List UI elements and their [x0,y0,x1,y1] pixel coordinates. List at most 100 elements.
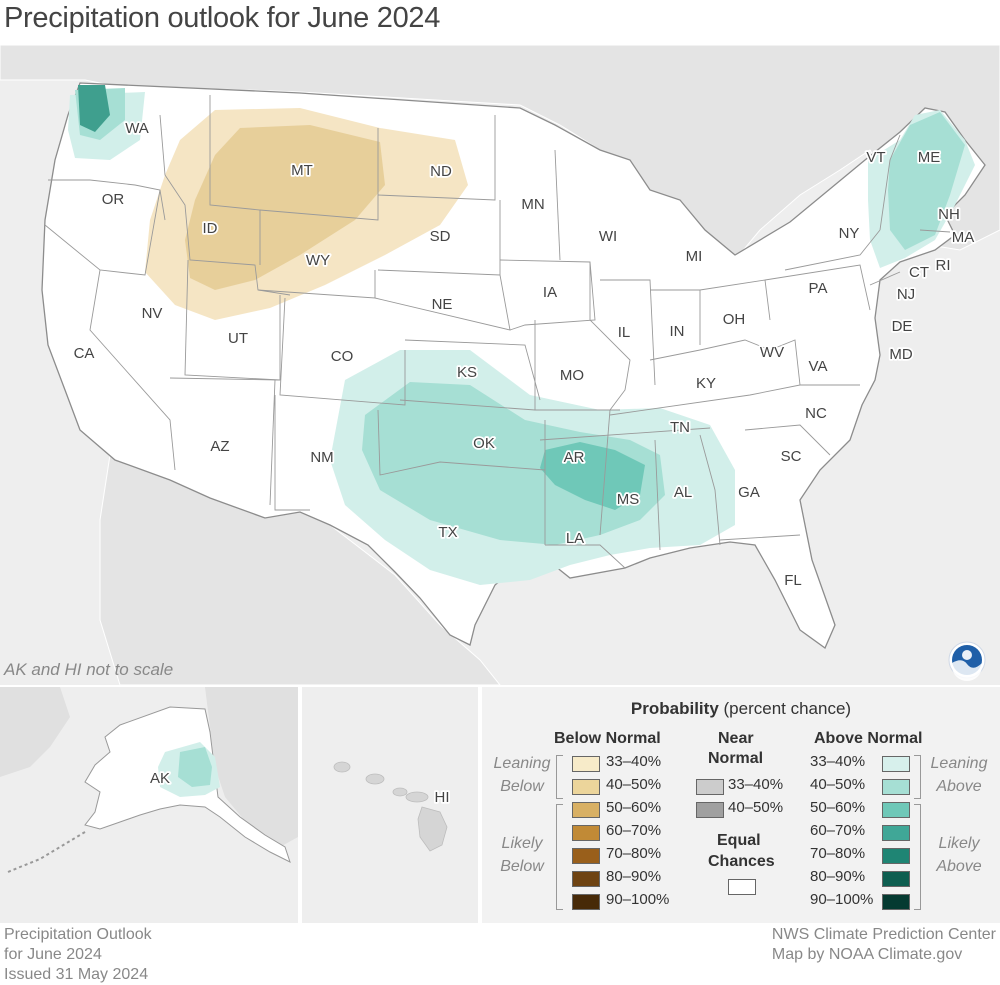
alaska-label: AK [150,770,170,787]
hawaii-islands [333,761,448,852]
state-label: MD [889,346,912,363]
footer-right-line1: NWS Climate Prediction Center [771,926,996,943]
state-label: IL [618,324,631,341]
state-label: VA [809,358,828,375]
below-normal-40-50 [185,125,385,290]
below-normal-range-label: 90–100% [606,891,670,908]
state-label: CT [909,264,929,281]
state-label: NM [310,449,333,466]
above-normal-ne-40-50 [888,112,965,250]
state-label: PA [809,280,828,297]
above-normal-range-label: 40–50% [810,776,866,793]
state-label: NH [938,206,960,223]
state-label: NV [142,305,163,322]
state-label: NE [432,296,453,313]
equal-chances-line1: Equal [717,832,761,849]
state-label: MT [291,162,313,179]
leaning-below-bracket [556,755,563,799]
above-normal-heading: Above Normal [814,730,923,747]
state-label: OH [723,311,746,328]
leaning-above-bracket [914,755,921,799]
above-normal-range-label: 50–60% [810,799,866,816]
state-label: FL [784,572,802,589]
state-label: WI [599,228,617,245]
state-label: AZ [210,438,229,455]
state-label: WY [306,252,330,269]
near-normal-range-label: 33–40% [728,776,784,793]
state-label: TX [438,524,457,541]
likely-above-label: Likely Above [936,835,982,875]
aleutian-islands [7,831,86,873]
below-normal-swatch [572,825,600,841]
likely-above-bracket [914,804,921,910]
state-label: GA [738,484,760,501]
state-labels: WA OR ID MT ND SD WY MN WI MI NV CA UT A… [72,118,976,591]
state-label: WA [125,120,149,137]
below-normal-range-label: 40–50% [606,776,662,793]
state-label: DE [892,318,913,335]
near-normal-swatch [696,802,724,818]
below-normal-range-label: 80–90% [606,868,662,885]
below-normal-swatch [572,894,600,910]
alaska-inset[interactable]: AK [0,687,298,923]
conus-map[interactable]: WA OR ID MT ND SD WY MN WI MI NV CA UT A… [0,45,1000,685]
state-label: KY [696,375,716,392]
footer-right: NWS Climate Prediction Center Map by NOA… [772,925,996,965]
legend: Probability (percent chance) Below Norma… [482,687,1000,923]
below-normal-heading: Below Normal [554,730,661,747]
above-normal-swatch [882,871,910,887]
footer-right-line2: Map by NOAA Climate.gov [771,946,963,963]
canada-yukon-land [205,687,298,847]
alaska-above-normal-40-50 [178,747,212,787]
above-normal-south-40-50 [362,382,665,545]
footer-left-line1: Precipitation Outlook [4,926,152,943]
legend-title-bold: Probability [630,699,719,718]
likely-below-label: Likely Below [500,835,544,875]
above-normal-range-label: 80–90% [810,868,866,885]
above-normal-swatch [882,756,910,772]
above-normal-swatch [882,802,910,818]
state-label: UT [228,330,248,347]
below-normal-swatch [572,779,600,795]
state-label: LA [566,530,584,547]
hawaii-inset[interactable]: HI [302,687,478,923]
scale-note: AK and HI not to scale [4,660,174,679]
below-normal-swatch [572,756,600,772]
legend-title: Probability (percent chance) [482,699,1000,719]
state-label: IN [670,323,685,340]
state-label: CO [331,348,354,365]
state-label: ME [918,149,941,166]
near-normal-range-label: 40–50% [728,799,784,816]
below-normal-range-label: 33–40% [606,753,662,770]
footer-left: Precipitation Outlook for June 2024 Issu… [4,925,152,985]
equal-chances-line2: Chances [708,853,775,870]
conus-map-svg: WA OR ID MT ND SD WY MN WI MI NV CA UT A… [0,45,1000,685]
state-label: RI [936,257,951,274]
footer-left-line3: Issued 31 May 2024 [4,966,149,983]
near-normal-heading-2: Normal [708,750,764,767]
footer-left-line2: for June 2024 [4,946,102,963]
state-label: IA [543,284,557,301]
hawaii-map-svg: HI [333,761,451,852]
state-borders [44,95,951,569]
leaning-below-label: Leaning Below [493,755,551,795]
state-label: MN [521,196,544,213]
legend-title-rest: (percent chance) [718,699,852,718]
near-normal-swatch [696,779,724,795]
above-normal-range-label: 70–80% [810,845,866,862]
map-title: Precipitation outlook for June 2024 [4,2,441,34]
below-normal-range-label: 50–60% [606,799,662,816]
state-label: MI [686,248,703,265]
above-normal-wa-50-60 [78,85,110,132]
state-label: NC [805,405,827,422]
state-label: VT [866,149,885,166]
state-label: ID [203,220,218,237]
noaa-logo-icon [948,641,986,681]
above-normal-swatch [882,848,910,864]
below-normal-swatch [572,871,600,887]
state-label: AL [674,484,692,501]
state-label: MA [952,229,975,246]
above-normal-range-label: 90–100% [810,891,874,908]
state-label: CA [74,345,95,362]
state-label: MS [617,491,640,508]
